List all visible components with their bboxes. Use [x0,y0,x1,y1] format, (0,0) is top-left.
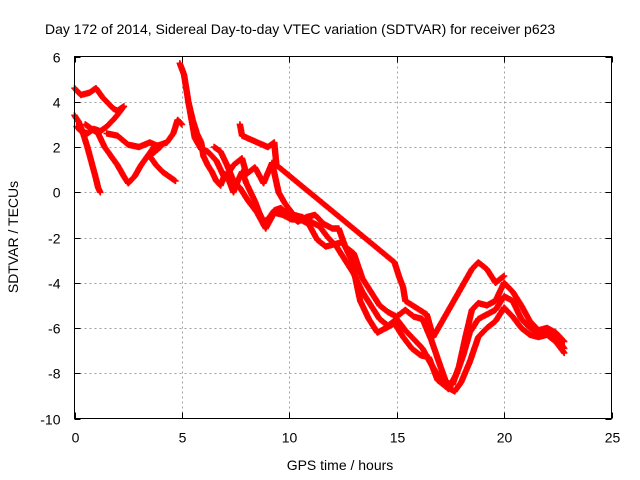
axis-ticks [74,56,613,420]
y-axis-label: SDTVAR / TECUs [5,181,21,293]
tick-labels: 0 5 10 15 20 25 -10 -8 -6 -4 -2 0 2 4 6 [40,50,620,446]
y-tick-label: -8 [48,366,61,382]
y-tick-label: 2 [53,140,61,156]
x-tick-label: 10 [282,430,298,446]
data-points [71,60,568,395]
y-tick-label: -2 [48,231,61,247]
data-point [500,272,508,280]
x-tick-label: 5 [179,430,187,446]
data-point [177,120,185,127]
data-point [172,177,179,185]
x-tick-label: 15 [390,430,406,446]
chart-title: Day 172 of 2014, Sidereal Day-to-day VTE… [45,21,555,37]
series-track-c [82,116,186,187]
y-tick-label: 4 [53,95,61,111]
series-track-d [103,130,179,185]
data-point [178,121,186,128]
data-point [561,349,568,357]
y-tick-label: 6 [53,50,61,66]
series-track-h [236,121,508,341]
x-tick-label: 0 [72,430,80,446]
series-track-e [176,60,568,388]
x-tick-label: 20 [497,430,513,446]
series-track-f [185,98,568,393]
x-tick-label: 25 [605,430,621,446]
y-tick-label: -4 [48,276,61,292]
y-tick-label: -10 [40,412,60,428]
x-axis-label: GPS time / hours [287,457,394,473]
grid-lines [74,56,612,419]
y-tick-label: 0 [53,185,61,201]
y-tick-label: -6 [48,321,61,337]
plot-frame [74,56,612,419]
series-track-g [210,143,568,395]
data-point [97,189,104,196]
